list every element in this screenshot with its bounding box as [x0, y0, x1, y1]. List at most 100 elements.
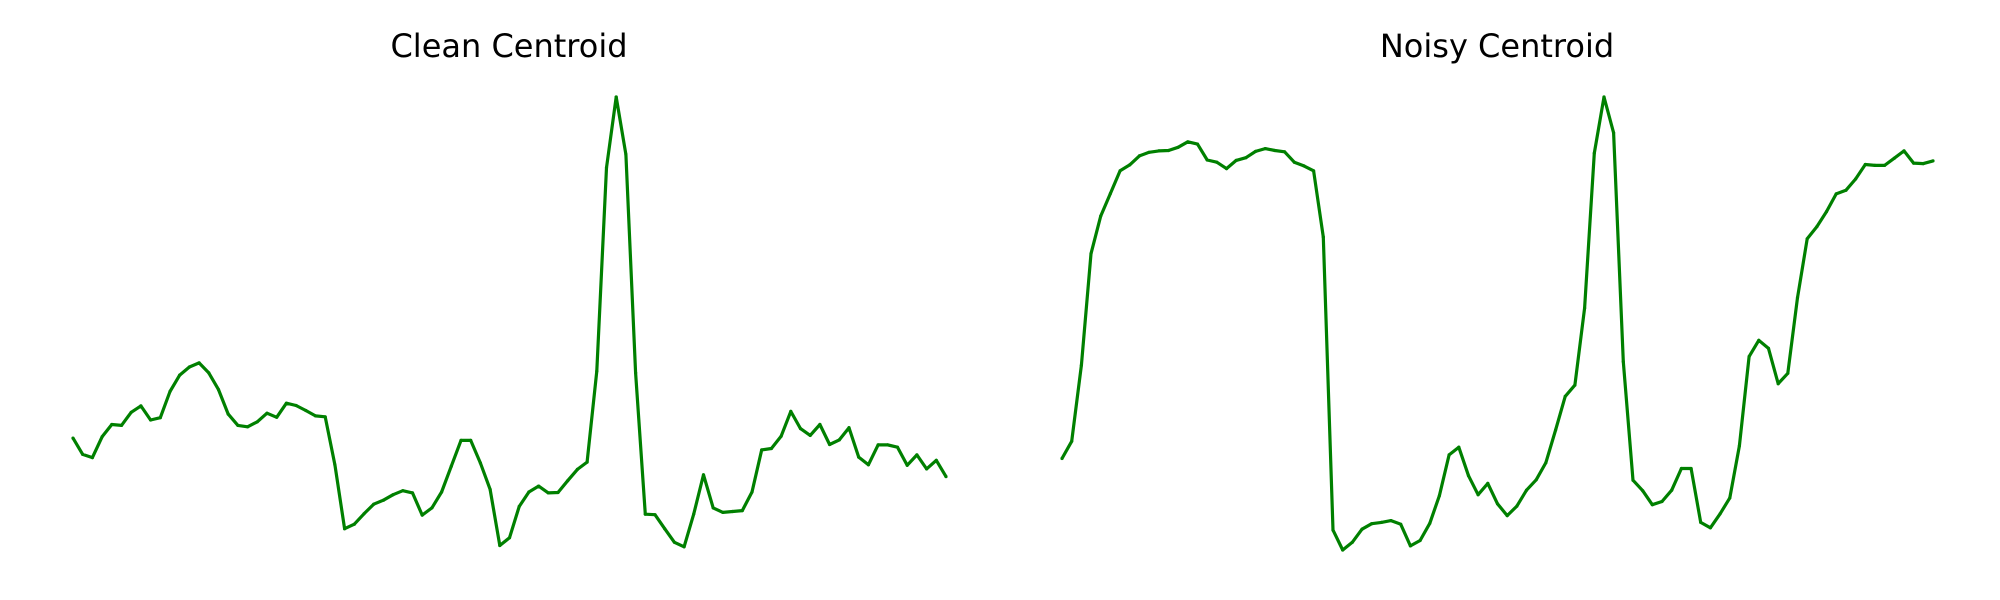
clean-centroid-point-53: [585, 460, 589, 464]
noisy-centroid-point-67: [1708, 526, 1712, 530]
noisy-centroid-point-41: [1457, 445, 1461, 449]
noisy-centroid-point-35: [1399, 522, 1403, 526]
clean-centroid-point-64: [692, 512, 696, 516]
clean-centroid-point-83: [876, 443, 880, 447]
clean-centroid-point-37: [430, 506, 434, 510]
noisy-centroid-point-71: [1747, 355, 1751, 359]
noisy-centroid-point-20: [1254, 149, 1258, 153]
noisy-centroid-point-7: [1128, 163, 1132, 167]
noisy-centroid-series-line: [1060, 95, 1934, 552]
clean-centroid-point-38: [440, 490, 444, 494]
clean-centroid-point-90: [944, 475, 948, 479]
noisy-centroid-point-26: [1312, 169, 1316, 173]
clean-centroid-point-63: [682, 545, 686, 549]
clean-centroid-point-80: [847, 426, 851, 430]
noisy-centroid-point-82: [1854, 177, 1858, 181]
noisy-centroid-point-8: [1137, 154, 1141, 158]
noisy-centroid-point-90: [1931, 159, 1935, 163]
clean-centroid-point-44: [498, 543, 502, 548]
clean-centroid-title: Clean Centroid: [390, 27, 627, 65]
noisy-centroid-point-89: [1921, 162, 1925, 166]
clean-centroid-point-4: [110, 422, 114, 427]
clean-centroid-points: [71, 95, 948, 549]
clean-centroid-point-36: [420, 513, 424, 517]
noisy-centroid-point-36: [1408, 544, 1412, 548]
noisy-centroid-point-43: [1476, 493, 1480, 497]
clean-centroid-point-45: [507, 536, 512, 540]
noisy-centroid-point-9: [1147, 150, 1151, 154]
noisy-centroid-point-77: [1805, 237, 1809, 241]
clean-centroid-point-28: [343, 527, 347, 531]
clean-centroid-point-55: [604, 166, 609, 170]
clean-centroid-point-52: [575, 467, 580, 471]
noisy-centroid-point-39: [1437, 494, 1441, 498]
clean-centroid-point-18: [246, 425, 250, 429]
noisy-centroid-point-34: [1389, 519, 1393, 523]
clean-centroid-point-72: [769, 446, 774, 451]
noisy-centroid-point-37: [1418, 538, 1422, 543]
noisy-centroid-title: Noisy Centroid: [1380, 27, 1614, 65]
noisy-centroid-point-64: [1679, 466, 1683, 471]
noisy-centroid-point-40: [1447, 453, 1451, 457]
noisy-centroid-points: [1060, 95, 1935, 552]
noisy-centroid-point-68: [1718, 512, 1722, 516]
noisy-centroid-point-56: [1602, 95, 1606, 99]
noisy-centroid-point-45: [1495, 502, 1500, 506]
clean-centroid-point-69: [740, 509, 744, 513]
noisy-centroid-point-50: [1544, 461, 1548, 465]
noisy-centroid-point-22: [1273, 148, 1277, 153]
noisy-centroid-point-33: [1379, 520, 1383, 525]
noisy-centroid-point-14: [1195, 142, 1200, 146]
noisy-centroid-point-11: [1166, 148, 1171, 153]
noisy-centroid-point-60: [1641, 489, 1645, 493]
noisy-centroid-point-48: [1524, 488, 1529, 492]
noisy-centroid-point-6: [1118, 169, 1122, 173]
clean-centroid-point-65: [701, 473, 706, 477]
noisy-centroid-point-25: [1302, 164, 1306, 168]
clean-centroid-point-49: [546, 491, 550, 495]
noisy-centroid-point-1: [1070, 439, 1074, 443]
clean-centroid-point-61: [663, 527, 667, 531]
noisy-centroid-point-18: [1234, 158, 1238, 162]
clean-centroid-point-76: [808, 433, 812, 437]
noisy-centroid-point-42: [1466, 474, 1471, 478]
noisy-centroid-point-15: [1205, 158, 1209, 162]
clean-centroid-point-30: [362, 512, 366, 516]
clean-centroid-point-67: [721, 510, 725, 514]
clean-centroid-point-62: [672, 540, 677, 544]
clean-centroid-series-line: [71, 95, 948, 549]
clean-centroid-point-20: [265, 411, 269, 415]
clean-centroid-point-29: [352, 522, 356, 526]
clean-centroid-point-46: [517, 504, 521, 509]
clean-centroid-point-35: [410, 491, 415, 495]
clean-centroid-point-9: [158, 416, 162, 420]
noisy-centroid-point-10: [1157, 149, 1161, 153]
clean-centroid-point-43: [488, 487, 492, 491]
noisy-centroid-point-62: [1660, 499, 1664, 504]
noisy-centroid-point-73: [1766, 346, 1771, 350]
clean-centroid-panel: Clean Centroid: [71, 27, 948, 549]
clean-centroid-point-85: [895, 445, 900, 449]
clean-centroid-point-70: [750, 490, 754, 494]
clean-centroid-point-56: [614, 95, 618, 99]
noisy-centroid-point-75: [1786, 371, 1790, 375]
noisy-centroid-point-55: [1592, 151, 1596, 155]
noisy-centroid-point-51: [1554, 428, 1558, 432]
noisy-centroid-point-65: [1689, 466, 1693, 471]
noisy-centroid-point-29: [1341, 548, 1345, 552]
noisy-centroid-point-21: [1263, 147, 1267, 151]
clean-centroid-point-60: [653, 513, 657, 517]
clean-centroid-point-68: [731, 509, 735, 514]
noisy-centroid-point-28: [1331, 528, 1335, 532]
clean-centroid-point-48: [537, 484, 541, 488]
clean-centroid-point-39: [449, 464, 453, 468]
clean-centroid-point-59: [643, 512, 647, 516]
noisy-centroid-point-17: [1224, 167, 1229, 171]
noisy-centroid-point-23: [1283, 150, 1287, 154]
clean-centroid-point-23: [294, 403, 298, 408]
clean-centroid-point-12: [187, 365, 191, 369]
noisy-centroid-point-38: [1428, 521, 1432, 525]
clean-centroid-point-77: [818, 422, 822, 427]
